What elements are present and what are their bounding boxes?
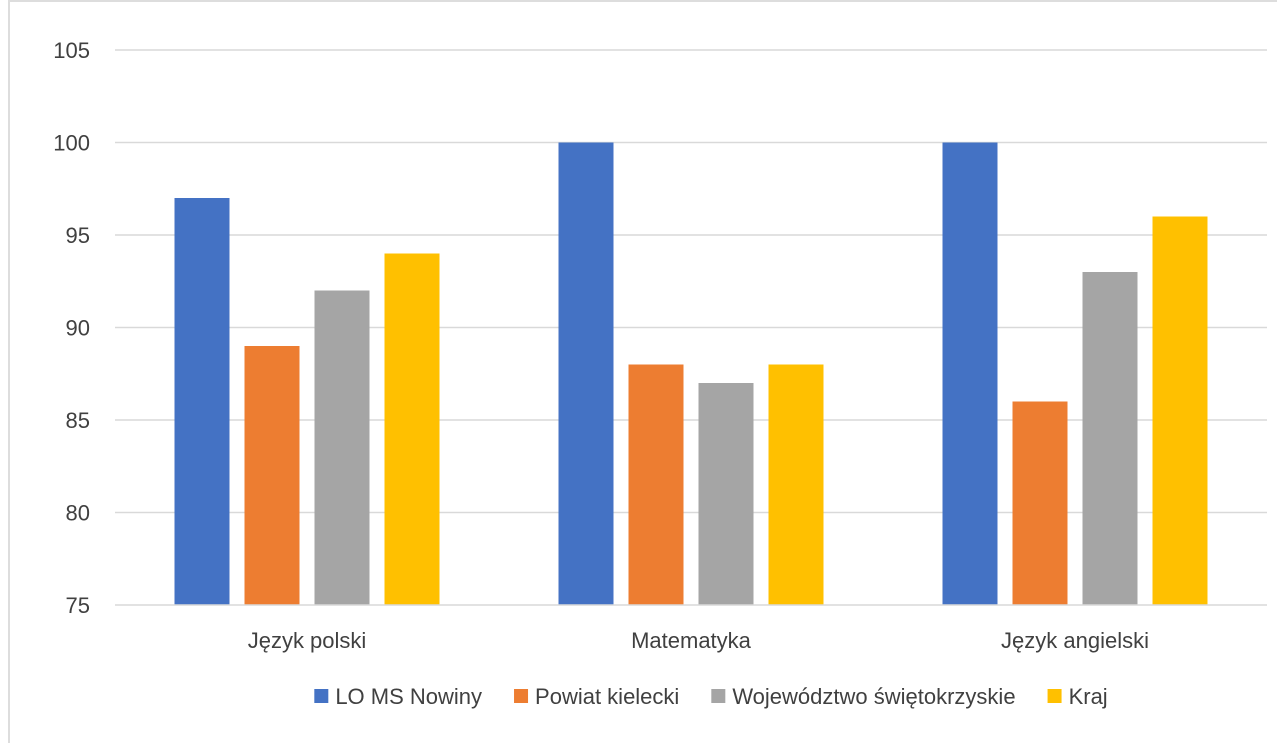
category-label-3: Język angielski <box>1001 628 1149 653</box>
y-tick-label-85: 85 <box>66 408 90 433</box>
legend-label-4: Kraj <box>1069 684 1108 709</box>
bar-2-3 <box>1012 401 1068 605</box>
legend-swatch-4 <box>1047 689 1062 703</box>
bar-1-2 <box>558 142 614 605</box>
bar-3-2 <box>698 383 754 605</box>
bar-3-1 <box>314 290 370 605</box>
legend-swatch-3 <box>711 689 726 703</box>
bar-4-3 <box>1152 216 1208 605</box>
y-axis-ticks: 75 80 85 90 95 100 105 <box>53 38 90 618</box>
legend-entry-1: LO MS Nowiny <box>314 684 482 709</box>
legend-entry-3: Województwo świętokrzyskie <box>711 684 1016 709</box>
bar-1-3 <box>942 142 998 605</box>
bar-3-3 <box>1082 272 1138 605</box>
y-tick-label-75: 75 <box>66 593 90 618</box>
y-tick-label-80: 80 <box>66 501 90 526</box>
legend-entry-2: Powiat kielecki <box>514 684 679 709</box>
legend-label-1: LO MS Nowiny <box>335 684 482 709</box>
bar-2-1 <box>244 346 300 605</box>
gridlines <box>115 49 1267 514</box>
legend-swatch-2 <box>514 689 529 703</box>
y-tick-label-100: 100 <box>53 131 90 156</box>
legend-swatch-1 <box>314 689 329 703</box>
y-tick-label-95: 95 <box>66 223 90 248</box>
bars <box>174 142 1208 605</box>
y-tick-label-105: 105 <box>53 38 90 63</box>
bar-4-1 <box>384 253 440 605</box>
legend: LO MS Nowiny Powiat kielecki Województwo ś… <box>314 684 1108 709</box>
legend-entry-4: Kraj <box>1047 684 1108 709</box>
legend-label-3: Województwo świętokrzyskie <box>732 684 1015 709</box>
category-label-1: Język polski <box>248 628 367 653</box>
bar-1-1 <box>174 198 230 605</box>
y-tick-label-90: 90 <box>66 316 90 341</box>
legend-label-2: Powiat kielecki <box>535 684 679 709</box>
bar-2-2 <box>628 364 684 605</box>
category-labels: Język polski Matematyka Język angielski <box>248 628 1149 653</box>
category-label-2: Matematyka <box>631 628 752 653</box>
bar-4-2 <box>768 364 824 605</box>
